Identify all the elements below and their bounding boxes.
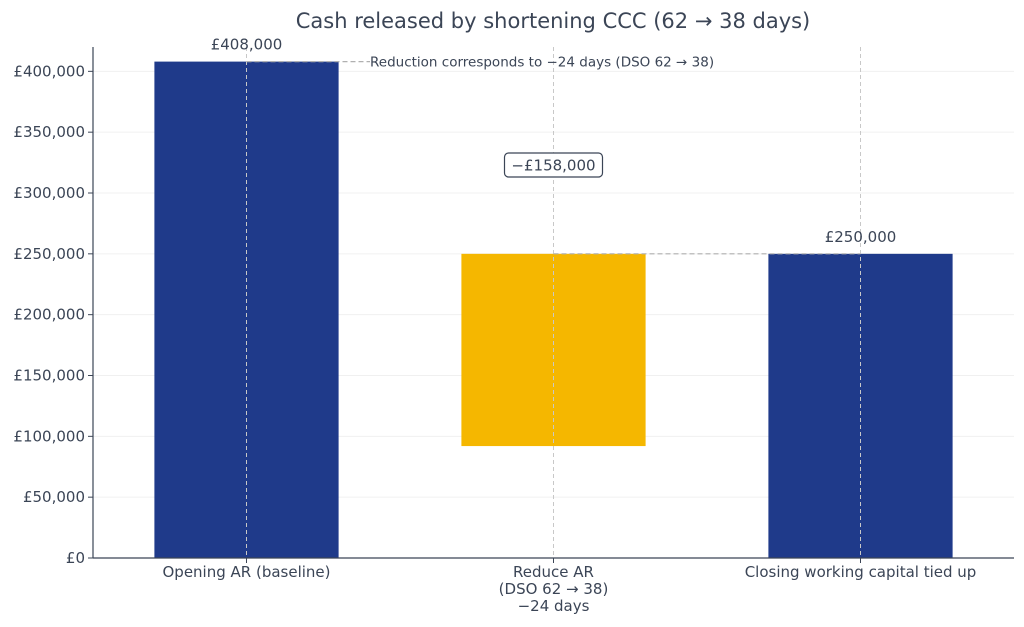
data-label: −£158,000	[511, 157, 595, 175]
y-tick-label: £0	[66, 549, 85, 567]
y-tick-label: £250,000	[13, 245, 85, 263]
label-layer: £408,000 £250,000 −£158,000 Reduction corre…	[211, 36, 897, 246]
y-tick-label: £300,000	[13, 184, 85, 202]
annotation-text: Reduction corresponds to −24 days (DSO 6…	[370, 55, 714, 71]
y-tick-label: £150,000	[13, 367, 85, 385]
x-tick-label: −24 days	[518, 597, 590, 615]
x-tick-label: Reduce AR	[513, 563, 594, 581]
x-tick-label: (DSO 62 → 38)	[499, 580, 609, 598]
y-tick-label: £400,000	[13, 62, 85, 80]
chart-title: Cash released by shortening CCC (62 → 38…	[296, 9, 811, 33]
y-tick-label: £100,000	[13, 427, 85, 445]
x-tick-label: Closing working capital tied up	[745, 563, 977, 581]
y-tick-label: £200,000	[13, 306, 85, 324]
data-label: £408,000	[211, 36, 283, 54]
change-label-box	[503, 152, 604, 178]
y-tick-label: £50,000	[23, 488, 85, 506]
y-tick-label: £350,000	[13, 123, 85, 141]
axis-layer: £0 £50,000 £100,000 £150,000 £200,000 £250,00…	[13, 47, 1014, 615]
connector-layer	[246, 47, 861, 558]
x-tick-label: Opening AR (baseline)	[162, 563, 330, 581]
data-label: £250,000	[825, 228, 897, 246]
